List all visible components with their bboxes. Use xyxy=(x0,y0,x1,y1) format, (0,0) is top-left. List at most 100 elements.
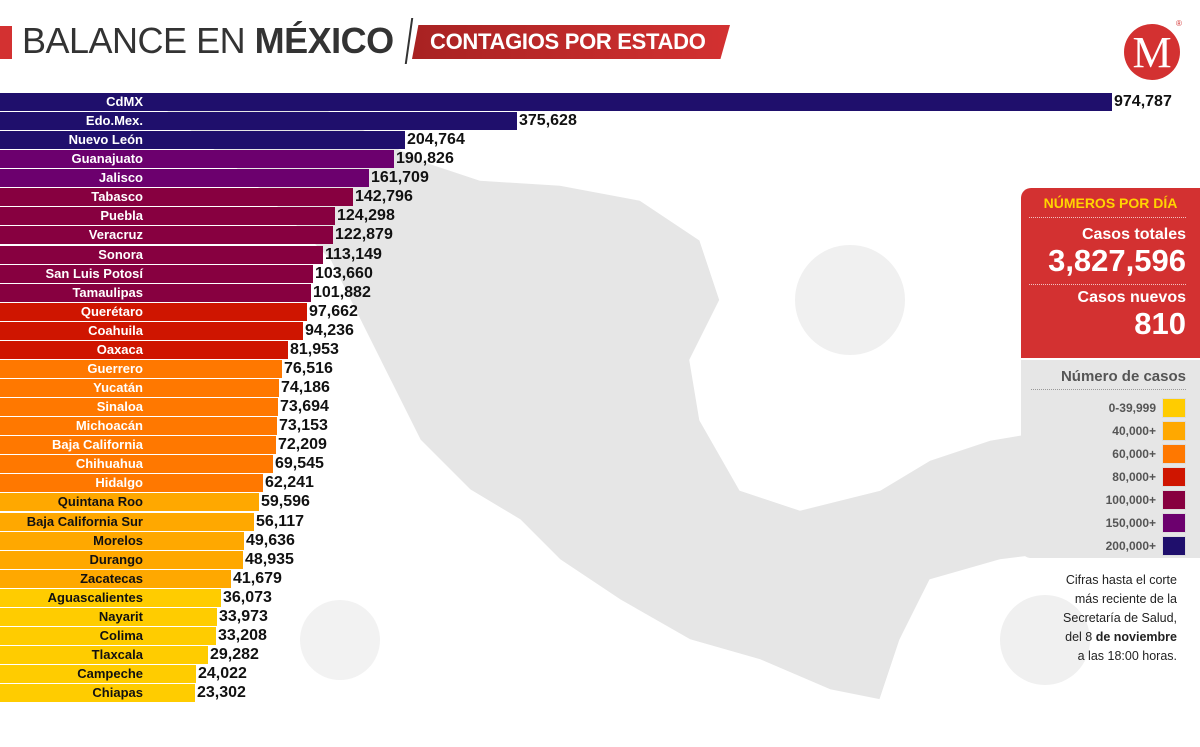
bar-label: Puebla xyxy=(100,208,143,224)
legend-swatch xyxy=(1162,489,1186,510)
bar-label: Jalisco xyxy=(98,170,143,186)
title-regular: BALANCE EN xyxy=(22,20,255,61)
divider xyxy=(1029,284,1186,285)
bar xyxy=(0,436,276,455)
divider xyxy=(1031,389,1186,390)
bar-label-wrap: Veracruz xyxy=(0,226,143,244)
bar-label-wrap: Zacatecas xyxy=(0,570,143,588)
bar-label-wrap: Michoacán xyxy=(0,417,143,435)
bar xyxy=(0,665,196,684)
bar-label-wrap: Baja California xyxy=(0,436,143,454)
bar-label: Tlaxcala xyxy=(91,647,143,663)
note-line: Secretaría de Salud, xyxy=(1063,611,1177,625)
daily-heading: NÚMEROS POR DÍA xyxy=(1043,195,1178,211)
legend-label: 40,000+ xyxy=(1112,423,1156,438)
bar xyxy=(0,112,517,131)
source-note: Cifras hasta el corte más reciente de la… xyxy=(1007,571,1177,666)
registered-mark: ® xyxy=(1176,19,1182,28)
subtitle-ribbon: CONTAGIOS POR ESTADO xyxy=(412,25,730,59)
bar-value-label: 76,516 xyxy=(284,359,333,377)
title-bold: MÉXICO xyxy=(254,20,395,61)
legend-item: 200,000+ xyxy=(1021,534,1186,557)
bar-label-wrap: Nayarit xyxy=(0,608,143,626)
bar xyxy=(0,493,259,512)
bar xyxy=(0,131,405,150)
bar xyxy=(0,207,335,226)
legend-label: 0-39,999 xyxy=(1108,400,1156,415)
bar xyxy=(0,245,323,264)
bar-label: Sinaloa xyxy=(96,399,143,415)
bar-label-wrap: Querétaro xyxy=(0,303,143,321)
total-cases-value: 3,827,596 xyxy=(1048,243,1186,278)
bar-label-wrap: Colima xyxy=(0,627,143,645)
bar xyxy=(0,264,313,283)
legend-item: 150,000+ xyxy=(1021,511,1186,534)
bar-value-label: 974,787 xyxy=(1114,93,1172,110)
bar xyxy=(0,512,254,531)
bar-value-label: 74,186 xyxy=(281,379,330,397)
bar xyxy=(0,340,288,359)
legend-item: 100,000+ xyxy=(1021,488,1186,511)
bar-value-label: 101,882 xyxy=(313,283,371,301)
bar xyxy=(0,531,244,550)
bar-value-label: 73,694 xyxy=(280,398,329,416)
bar-label: Guanajuato xyxy=(71,151,143,167)
divider xyxy=(1029,217,1186,218)
bar xyxy=(0,379,279,398)
bar-label: Tabasco xyxy=(91,189,143,205)
bar-label: Guerrero xyxy=(87,360,143,376)
bar-label-wrap: Chihuahua xyxy=(0,455,143,473)
bar-label: Colima xyxy=(99,627,143,643)
bar-label-wrap: Puebla xyxy=(0,207,143,225)
bar-label-wrap: Durango xyxy=(0,551,143,569)
legend-label: 200,000+ xyxy=(1105,538,1156,553)
bar-value-label: 33,208 xyxy=(218,626,267,644)
bar-value-label: 36,073 xyxy=(223,588,272,606)
bar-label: Zacatecas xyxy=(80,570,143,586)
bar-label-wrap: Yucatán xyxy=(0,379,143,397)
bar-value-label: 69,545 xyxy=(275,455,324,473)
bar-label: Hidalgo xyxy=(95,475,143,491)
bar xyxy=(0,302,307,321)
bar xyxy=(0,684,195,703)
bar xyxy=(0,398,278,417)
note-line: más reciente de la xyxy=(1074,592,1177,606)
note-text: del 8 xyxy=(1065,630,1096,644)
legend: Número de casos 0-39,999 40,000+ 60,000+ 80… xyxy=(1021,360,1200,558)
bar-label-wrap: Guanajuato xyxy=(0,150,143,168)
bar-label-wrap: Baja California Sur xyxy=(0,513,143,531)
bar-value-label: 72,209 xyxy=(278,436,327,454)
bar xyxy=(0,588,221,607)
bar xyxy=(0,550,243,569)
bar-label: Sonora xyxy=(98,246,143,262)
new-cases-value: 810 xyxy=(1134,306,1186,341)
bar-value-label: 23,302 xyxy=(197,684,246,702)
bar xyxy=(0,321,303,340)
bar-value-label: 81,953 xyxy=(290,340,339,358)
legend-label: 100,000+ xyxy=(1105,492,1156,507)
bar-value-label: 97,662 xyxy=(309,302,358,320)
bar-label: Baja California xyxy=(51,437,143,453)
bar xyxy=(0,455,273,474)
bar-label-wrap: Chiapas xyxy=(0,684,143,702)
bar xyxy=(0,646,208,665)
daily-numbers-panel: NÚMEROS POR DÍA Casos totales 3,827,596 … xyxy=(1021,188,1200,358)
legend-item: 60,000+ xyxy=(1021,442,1186,465)
header-accent xyxy=(0,26,12,59)
legend-item: 80,000+ xyxy=(1021,465,1186,488)
bar-label-wrap: Aguascalientes xyxy=(0,589,143,607)
bar-label-wrap: Jalisco xyxy=(0,169,143,187)
bar-label-wrap: San Luis Potosí xyxy=(0,265,143,283)
legend-heading: Número de casos xyxy=(1060,368,1186,385)
logo-letter: M xyxy=(1132,28,1172,77)
bar-label-wrap: Campeche xyxy=(0,665,143,683)
bar-label-wrap: Quintana Roo xyxy=(0,493,143,511)
bar xyxy=(0,626,216,645)
bar-label: Nuevo León xyxy=(68,132,143,148)
bar-value-label: 49,636 xyxy=(246,531,295,549)
legend-item: 0-39,999 xyxy=(1021,396,1186,419)
bar-label: Oaxaca xyxy=(96,341,143,357)
bar-label: Tamaulipas xyxy=(72,284,143,300)
page-title: BALANCE EN MÉXICO xyxy=(22,20,394,62)
